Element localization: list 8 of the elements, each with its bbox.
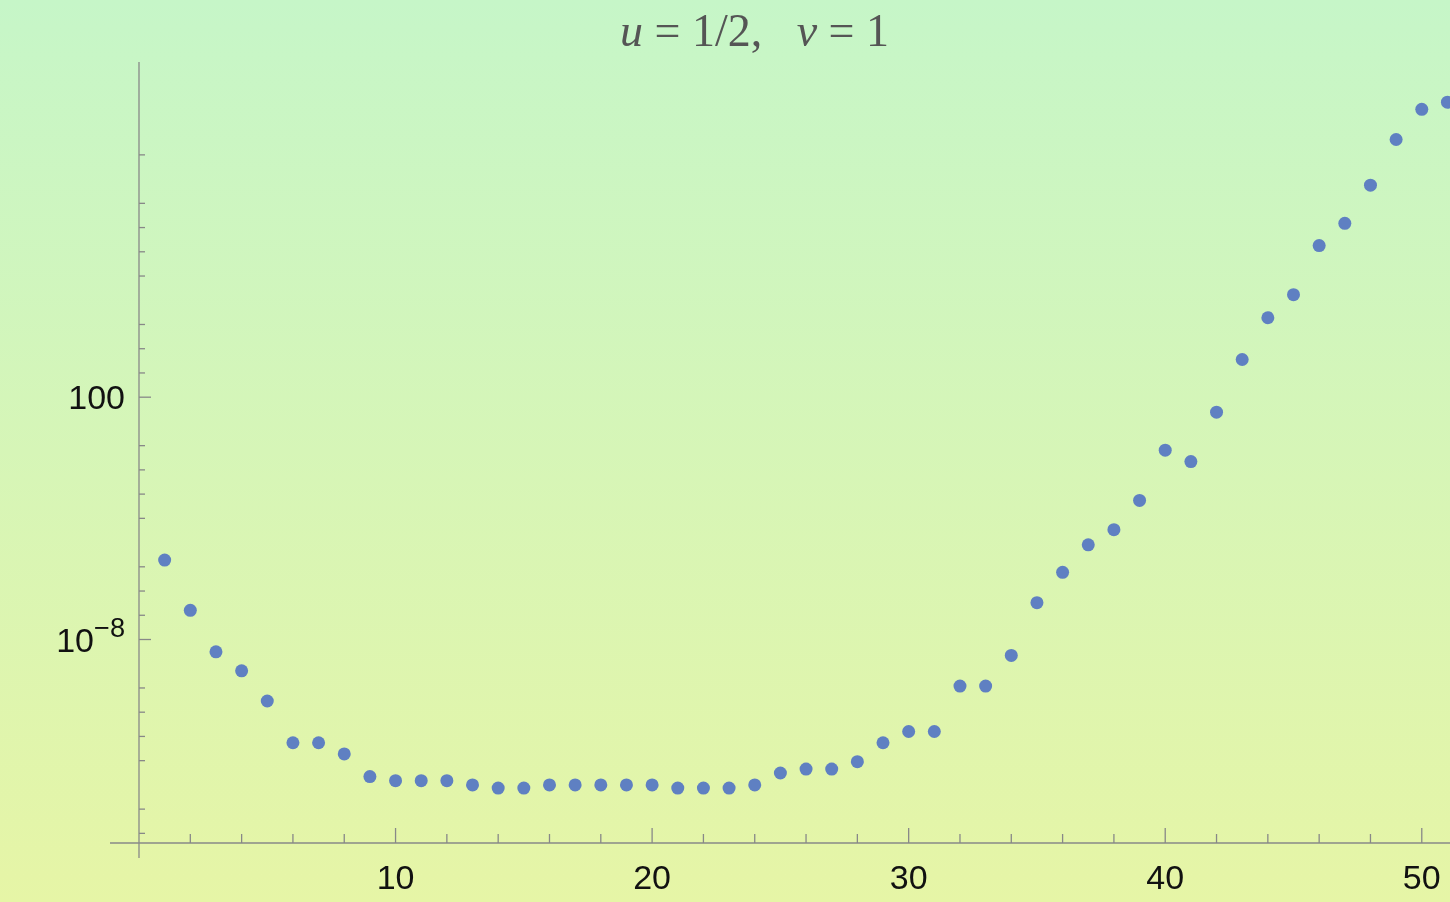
x-tick-label: 30 bbox=[889, 858, 928, 896]
x-tick-label: 10 bbox=[376, 858, 415, 896]
x-tick-label: 40 bbox=[1146, 858, 1185, 896]
y-tick-label: 100 bbox=[68, 378, 125, 417]
y-tick-label: 10$^{−8}$ bbox=[56, 611, 125, 659]
x-tick-label: 20 bbox=[633, 858, 672, 896]
x-tick-label: 50 bbox=[1402, 858, 1441, 896]
chart-title: u = 1/2, v = 1 bbox=[619, 5, 890, 56]
